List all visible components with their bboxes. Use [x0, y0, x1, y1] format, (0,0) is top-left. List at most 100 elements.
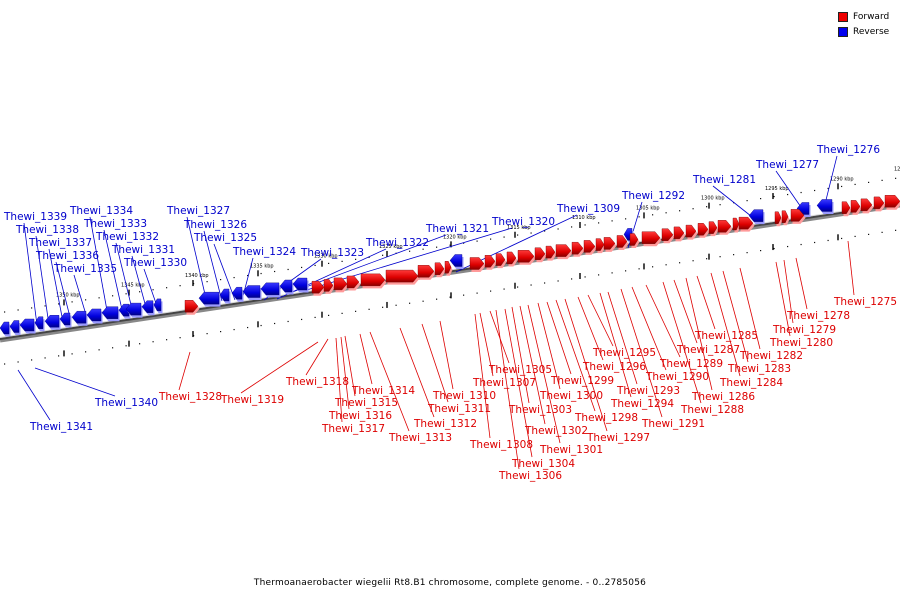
reverse-gene-label-thewi-1333[interactable]: Thewi_1333: [83, 218, 147, 230]
reverse-gene-label-thewi-1309[interactable]: Thewi_1309: [556, 203, 620, 215]
reverse-gene-label-thewi-1336[interactable]: Thewi_1336: [35, 250, 99, 262]
forward-gene-leader-thewi-1328: [178, 351, 191, 391]
reverse-gene-6: [71, 311, 87, 324]
forward-gene-24: [641, 231, 661, 244]
forward-gene-leader-thewi-1319: [240, 341, 319, 394]
reverse-gene-label-thewi-1276[interactable]: Thewi_1276: [816, 144, 880, 156]
strand-dot-lower: [895, 229, 897, 231]
reverse-gene-label-thewi-1334[interactable]: Thewi_1334: [69, 205, 133, 217]
reverse-gene-label-thewi-1323[interactable]: Thewi_1323: [300, 247, 364, 259]
forward-gene-label-thewi-1283[interactable]: Thewi_1283: [727, 363, 791, 375]
forward-gene-label-thewi-1297[interactable]: Thewi_1297: [586, 432, 650, 444]
forward-gene-label-thewi-1287[interactable]: Thewi_1287: [676, 344, 740, 356]
forward-gene-label-thewi-1299[interactable]: Thewi_1299: [550, 375, 614, 387]
forward-gene-leader-thewi-1284: [710, 272, 741, 377]
forward-gene-leader-thewi-1305: [489, 310, 510, 364]
reverse-gene-label-thewi-1326[interactable]: Thewi_1326: [183, 219, 247, 231]
forward-gene-label-thewi-1296[interactable]: Thewi_1296: [582, 361, 646, 373]
forward-gene-label-thewi-1313[interactable]: Thewi_1313: [388, 432, 452, 444]
reverse-gene-10: [125, 302, 142, 316]
forward-gene-leader-thewi-1310: [439, 320, 454, 390]
reverse-gene-label-thewi-1322[interactable]: Thewi_1322: [365, 237, 429, 249]
reverse-gene-label-thewi-1320[interactable]: Thewi_1320: [491, 216, 555, 228]
scale-tick-label: 1285 kbp: [894, 167, 900, 173]
reverse-gene-label-thewi-1324[interactable]: Thewi_1324: [232, 246, 296, 258]
forward-gene-label-thewi-1302[interactable]: Thewi_1302: [524, 425, 588, 437]
forward-gene-label-thewi-1298[interactable]: Thewi_1298: [574, 412, 638, 424]
genome-caption: Thermoanaerobacter wiegelii Rt8.B1 chrom…: [253, 578, 647, 588]
strand-dot-upper: [449, 244, 451, 246]
forward-gene-label-thewi-1315[interactable]: Thewi_1315: [334, 397, 398, 409]
forward-gene-label-thewi-1306[interactable]: Thewi_1306: [498, 470, 562, 482]
strand-dot-lower: [260, 324, 262, 327]
forward-gene-label-thewi-1314[interactable]: Thewi_1314: [351, 385, 415, 397]
forward-gene-label-thewi-1289[interactable]: Thewi_1289: [659, 358, 723, 370]
strand-dot-upper: [706, 206, 708, 208]
forward-gene-label-thewi-1294[interactable]: Thewi_1294: [610, 398, 674, 410]
reverse-gene-label-thewi-1332[interactable]: Thewi_1332: [95, 231, 159, 243]
strand-dot-lower: [17, 361, 19, 363]
forward-gene-label-thewi-1318[interactable]: Thewi_1318: [285, 376, 349, 388]
strand-dot-upper: [355, 258, 357, 260]
forward-gene-label-thewi-1312[interactable]: Thewi_1312: [413, 418, 477, 430]
forward-gene-16: [545, 245, 556, 259]
strand-dot-lower: [220, 331, 222, 333]
reverse-gene-label-thewi-1337[interactable]: Thewi_1337: [28, 237, 92, 249]
strand-dot-lower: [125, 345, 127, 347]
forward-gene-label-thewi-1280[interactable]: Thewi_1280: [769, 337, 833, 349]
reverse-gene-label-thewi-1281[interactable]: Thewi_1281: [692, 174, 756, 186]
reverse-gene-label-thewi-1340[interactable]: Thewi_1340: [94, 397, 158, 409]
forward-gene-label-thewi-1303[interactable]: Thewi_1303: [508, 404, 572, 416]
forward-gene-label-thewi-1311[interactable]: Thewi_1311: [427, 403, 491, 415]
forward-gene-label-thewi-1300[interactable]: Thewi_1300: [539, 390, 603, 402]
forward-gene-label-thewi-1275[interactable]: Thewi_1275: [833, 296, 897, 308]
forward-gene-label-thewi-1278[interactable]: Thewi_1278: [786, 310, 850, 322]
forward-gene-label-thewi-1288[interactable]: Thewi_1288: [680, 404, 744, 416]
forward-gene-label-thewi-1279[interactable]: Thewi_1279: [772, 324, 836, 336]
strand-dot-upper: [44, 305, 46, 307]
forward-gene-label-thewi-1285[interactable]: Thewi_1285: [694, 330, 758, 342]
reverse-gene-label-thewi-1341[interactable]: Thewi_1341: [29, 421, 93, 433]
strand-dot-lower: [584, 276, 586, 278]
reverse-gene-label-thewi-1338[interactable]: Thewi_1338: [15, 224, 79, 236]
reverse-gene-label-thewi-1325[interactable]: Thewi_1325: [193, 232, 257, 244]
forward-gene-label-thewi-1290[interactable]: Thewi_1290: [645, 371, 709, 383]
legend-label-reverse: Reverse: [853, 26, 890, 37]
forward-gene-label-thewi-1310[interactable]: Thewi_1310: [432, 390, 496, 402]
forward-gene-label-thewi-1319[interactable]: Thewi_1319: [220, 394, 284, 406]
forward-gene-label-thewi-1316[interactable]: Thewi_1316: [328, 410, 392, 422]
forward-gene-label-thewi-1282[interactable]: Thewi_1282: [739, 350, 803, 362]
forward-gene-label-thewi-1305[interactable]: Thewi_1305: [488, 364, 552, 376]
forward-gene-label-thewi-1291[interactable]: Thewi_1291: [641, 418, 705, 430]
forward-gene-label-thewi-1304[interactable]: Thewi_1304: [511, 458, 575, 470]
forward-gene-leader-thewi-1311: [421, 323, 449, 403]
reverse-gene-label-thewi-1292[interactable]: Thewi_1292: [621, 190, 685, 202]
forward-gene-label-thewi-1317[interactable]: Thewi_1317: [321, 423, 385, 435]
legend: Forward Reverse: [838, 9, 889, 39]
strand-dot-lower: [355, 310, 357, 312]
forward-gene-label-thewi-1308[interactable]: Thewi_1308: [469, 439, 533, 451]
reverse-gene-label-thewi-1330[interactable]: Thewi_1330: [123, 257, 187, 269]
strand-dot-lower: [476, 292, 478, 294]
forward-gene-26: [673, 226, 685, 240]
forward-gene-2: [323, 279, 334, 292]
strand-dot-upper: [760, 198, 762, 200]
reverse-gene-label-thewi-1339[interactable]: Thewi_1339: [3, 211, 67, 223]
strand-dot-upper: [827, 187, 829, 190]
reverse-gene-label-thewi-1335[interactable]: Thewi_1335: [53, 263, 117, 275]
legend-item-reverse: Reverse: [838, 24, 889, 39]
forward-gene-label-thewi-1286[interactable]: Thewi_1286: [691, 391, 755, 403]
strand-dot-upper: [625, 218, 627, 220]
strand-dot-upper: [530, 232, 532, 234]
forward-gene-label-thewi-1328[interactable]: Thewi_1328: [158, 391, 222, 403]
forward-gene-label-thewi-1307[interactable]: Thewi_1307: [472, 377, 536, 389]
reverse-gene-17: [260, 282, 280, 296]
forward-gene-label-thewi-1295[interactable]: Thewi_1295: [592, 347, 656, 359]
reverse-gene-label-thewi-1321[interactable]: Thewi_1321: [425, 223, 489, 235]
reverse-gene-label-thewi-1327[interactable]: Thewi_1327: [166, 205, 230, 217]
forward-gene-label-thewi-1301[interactable]: Thewi_1301: [539, 444, 603, 456]
reverse-gene-label-thewi-1331[interactable]: Thewi_1331: [111, 244, 175, 256]
forward-gene-label-thewi-1293[interactable]: Thewi_1293: [616, 385, 680, 397]
reverse-gene-label-thewi-1277[interactable]: Thewi_1277: [755, 159, 819, 171]
forward-gene-label-thewi-1284[interactable]: Thewi_1284: [719, 377, 783, 389]
